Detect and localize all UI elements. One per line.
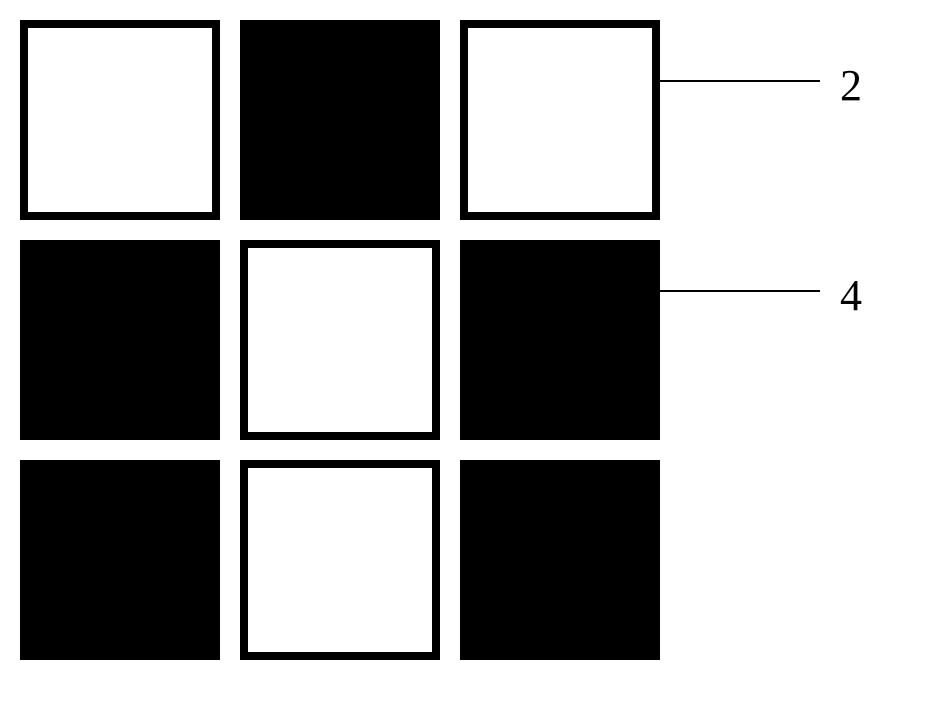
grid-cell	[20, 20, 220, 220]
grid-cell	[460, 460, 660, 660]
grid-cell	[240, 240, 440, 440]
grid-cell	[460, 20, 660, 220]
callout-leader-2	[660, 80, 820, 82]
grid-cell	[20, 240, 220, 440]
grid-cell	[240, 20, 440, 220]
callout-label-4: 4	[840, 270, 862, 321]
diagram-canvas: 2 4	[0, 0, 950, 710]
callout-label-2: 2	[840, 60, 862, 111]
callout-leader-4	[660, 290, 820, 292]
grid-cell	[20, 460, 220, 660]
cell-grid	[20, 20, 660, 660]
grid-cell	[240, 460, 440, 660]
grid-cell	[460, 240, 660, 440]
